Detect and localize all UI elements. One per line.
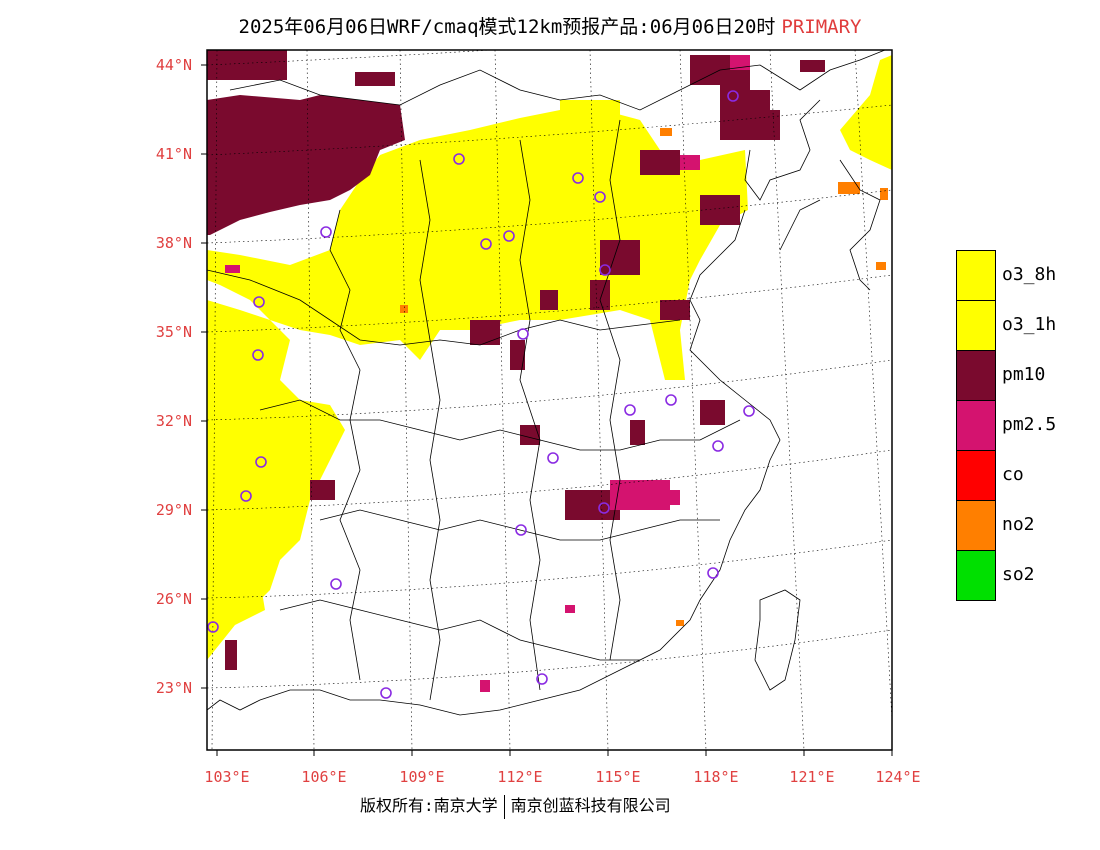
no2-region [400,128,888,626]
legend-swatch [956,300,996,351]
legend-label: co [1002,464,1024,485]
legend-item-o3-1h: o3_1h [956,300,1100,351]
map-content [207,50,892,750]
lon-label: 103°E [204,768,250,786]
legend-item-o3-8h: o3_8h [956,250,1100,301]
legend-swatch [956,500,996,551]
legend-label: o3_1h [1002,314,1057,335]
copyright-right: 南京创蓝科技有限公司 [510,796,671,815]
lat-label: 44°N [155,56,192,74]
map-title: 2025年06月06日WRF/cmaq模式12km预报产品:06月06日20时 P… [0,12,1100,39]
copyright-footer: 版权所有:南京大学 南京创蓝科技有限公司 [360,792,671,819]
title-text: 2025年06月06日WRF/cmaq模式12km预报产品:06月06日20时 [238,16,776,38]
lat-label: 35°N [155,323,192,341]
legend-swatch [956,450,996,501]
title-tag: PRIMARY [781,16,862,38]
lon-label: 112°E [497,768,543,786]
map-frame [206,49,893,751]
boundary-lines [207,50,886,716]
lat-label: 23°N [155,679,192,697]
lat-label: 26°N [155,590,192,608]
lat-label: 38°N [155,234,192,252]
lon-label: 109°E [399,768,445,786]
lon-label: 118°E [693,768,739,786]
legend-item-no2: no2 [956,500,1100,551]
legend-label: pm10 [1002,364,1046,385]
legend-item-pm10: pm10 [956,350,1100,401]
footer-divider [503,794,505,819]
legend-label: so2 [1002,564,1035,585]
lon-label: 124°E [875,768,921,786]
lat-label: 32°N [155,412,192,430]
legend-label: pm2.5 [1002,414,1057,435]
lat-label: 41°N [155,145,192,163]
o3-region [207,55,892,660]
legend-swatch [956,550,996,601]
copyright-left: 版权所有:南京大学 [360,796,498,815]
pm10-region [207,50,825,670]
legend-item-pm25: pm2.5 [956,400,1100,451]
legend-swatch [956,400,996,451]
lon-label: 121°E [789,768,835,786]
lon-label: 115°E [595,768,641,786]
pm25-region [225,55,750,692]
axis-ticks [201,64,893,756]
legend-item-co: co [956,450,1100,501]
legend-swatch [956,250,996,301]
station-markers [207,90,755,699]
graticule [207,50,892,750]
legend-swatch [956,350,996,401]
lon-label: 106°E [301,768,347,786]
lat-label: 29°N [155,501,192,519]
legend-label: o3_8h [1002,264,1057,285]
legend-label: no2 [1002,514,1035,535]
legend-item-so2: so2 [956,550,1100,601]
